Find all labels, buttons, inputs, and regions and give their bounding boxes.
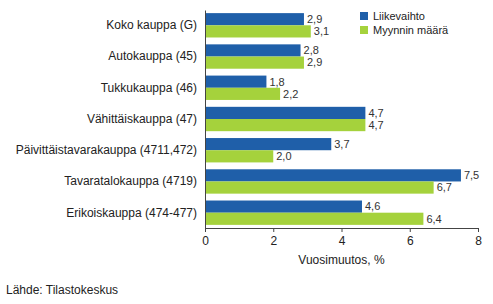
bar bbox=[205, 76, 266, 88]
bars bbox=[205, 13, 461, 225]
bar bbox=[205, 138, 331, 150]
chart: 2,92,81,84,73,77,54,63,12,92,24,72,06,76… bbox=[0, 0, 493, 304]
y-tick: Koko kauppa (G) bbox=[106, 18, 205, 32]
legend-label: Myynnin määrä bbox=[373, 24, 449, 36]
x-tick: 4 bbox=[339, 228, 346, 248]
x-axis-title: Vuosimuutos, % bbox=[298, 253, 385, 267]
x-tick: 8 bbox=[475, 228, 482, 248]
data-label: 1,8 bbox=[269, 76, 284, 88]
y-axis: Koko kauppa (G) Autokauppa (45) Tukkukaupp… bbox=[16, 11, 206, 229]
data-label: 4,7 bbox=[368, 107, 383, 119]
y-tick: Päivittäistavarakauppa (4711,472) bbox=[16, 143, 205, 157]
data-label: 2,2 bbox=[283, 88, 298, 100]
y-tick: Autokauppa (45) bbox=[108, 49, 205, 63]
source: Lähde: Tilastokeskus bbox=[6, 283, 118, 297]
data-labels: 2,92,81,84,73,77,54,63,12,92,24,72,06,76… bbox=[269, 13, 479, 225]
bar bbox=[205, 88, 280, 100]
bar bbox=[205, 13, 304, 25]
bar bbox=[205, 25, 311, 37]
bar bbox=[205, 181, 434, 193]
x-tick-mark bbox=[478, 228, 479, 232]
bar bbox=[205, 169, 461, 181]
data-label: 2,8 bbox=[304, 44, 319, 56]
legend-item: Myynnin määrä bbox=[360, 24, 449, 36]
data-label: 6,7 bbox=[437, 181, 452, 193]
y-tick-label: Päivittäistavarakauppa (4711,472) bbox=[16, 143, 197, 157]
data-label: 2,9 bbox=[307, 56, 322, 68]
legend: Liikevaihto Myynnin määrä bbox=[360, 10, 449, 36]
bar bbox=[205, 213, 423, 225]
y-tick-label: Koko kauppa (G) bbox=[106, 18, 197, 32]
data-label: 6,4 bbox=[426, 213, 441, 225]
bar bbox=[205, 150, 273, 162]
y-tick: Tavaratalokauppa (4719) bbox=[64, 174, 205, 188]
bar bbox=[205, 201, 362, 213]
legend-swatch bbox=[360, 26, 368, 34]
x-tick-mark bbox=[410, 228, 411, 232]
x-tick-label: 2 bbox=[270, 234, 277, 248]
x-tick-label: 4 bbox=[339, 234, 346, 248]
x-axis-line bbox=[206, 229, 479, 233]
plot: 2,92,81,84,73,77,54,63,12,92,24,72,06,76… bbox=[16, 11, 482, 248]
legend-swatch bbox=[360, 12, 368, 20]
y-tick: Vähittäiskauppa (47) bbox=[87, 112, 205, 126]
y-axis-line bbox=[205, 11, 206, 229]
data-label: 3,1 bbox=[314, 25, 329, 37]
bar bbox=[205, 44, 301, 56]
y-tick-label: Vähittäiskauppa (47) bbox=[87, 112, 197, 126]
data-label: 2,9 bbox=[307, 13, 322, 25]
x-tick: 6 bbox=[407, 228, 414, 248]
legend-item: Liikevaihto bbox=[360, 10, 425, 22]
x-axis: 0 2 4 6 8 bbox=[202, 228, 482, 248]
bar bbox=[205, 107, 365, 119]
data-label: 2,0 bbox=[276, 150, 291, 162]
y-tick-label: Erikoiskauppa (474-477) bbox=[66, 206, 197, 220]
x-tick: 0 bbox=[202, 228, 209, 248]
data-label: 7,5 bbox=[464, 169, 479, 181]
x-tick-label: 0 bbox=[202, 234, 209, 248]
data-label: 4,6 bbox=[365, 200, 380, 212]
x-tick-mark bbox=[342, 228, 343, 232]
x-tick: 2 bbox=[270, 228, 277, 248]
data-label: 4,7 bbox=[368, 119, 383, 131]
y-tick: Tukkukauppa (46) bbox=[101, 81, 205, 95]
x-tick-label: 6 bbox=[407, 234, 414, 248]
legend-label: Liikevaihto bbox=[373, 10, 425, 22]
data-label: 3,7 bbox=[334, 138, 349, 150]
bar bbox=[205, 119, 365, 131]
y-tick-label: Tukkukauppa (46) bbox=[101, 81, 197, 95]
x-tick-mark bbox=[205, 228, 206, 232]
bar bbox=[205, 57, 304, 69]
x-tick-mark bbox=[273, 228, 274, 232]
y-tick-label: Tavaratalokauppa (4719) bbox=[64, 174, 197, 188]
x-tick-label: 8 bbox=[475, 234, 482, 248]
y-tick-label: Autokauppa (45) bbox=[108, 49, 197, 63]
y-tick: Erikoiskauppa (474-477) bbox=[66, 206, 205, 220]
